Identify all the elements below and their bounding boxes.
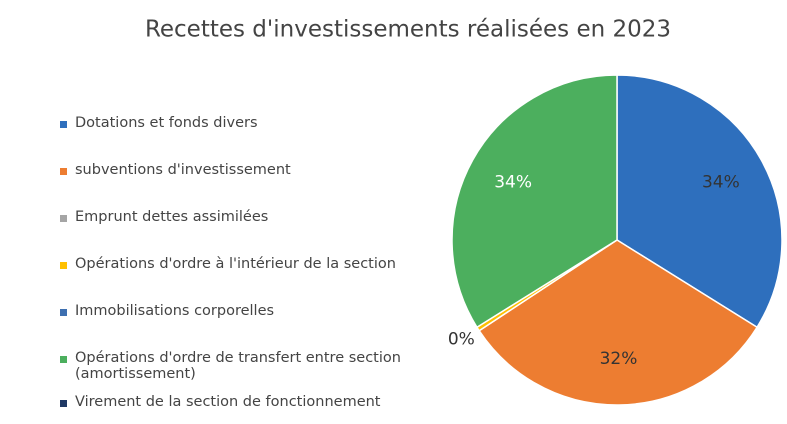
legend-label: Virement de la section de fonctionnement [75,394,381,410]
pie-slice [478,239,759,406]
pie-slice [451,74,618,329]
legend-label: Immobilisations corporelles [75,303,275,319]
legend-item: Opérations d'ordre à l'intérieur de la s… [60,256,450,303]
pie-slice [616,74,783,329]
legend-label: Emprunt dettes assimilées [75,209,269,225]
legend-swatch [60,121,67,128]
legend-swatch [60,262,67,269]
legend-item: Dotations et fonds divers [60,115,450,162]
legend-label: Opérations d'ordre de transfert entre se… [75,350,401,382]
legend-item: Opérations d'ordre de transfert entre se… [60,350,450,394]
data-label: 0% [448,330,475,350]
legend: Dotations et fonds divers subventions d'i… [60,115,450,410]
chart-title: Recettes d'investissements réalisées en … [145,17,671,43]
data-label: 34% [494,172,532,192]
legend-swatch [60,309,67,316]
data-label: 32% [600,349,638,369]
legend-label: Opérations d'ordre à l'intérieur de la s… [75,256,396,272]
data-label: 34% [702,172,740,192]
legend-label: subventions d'investissement [75,162,291,178]
legend-swatch [60,356,67,363]
legend-item: Virement de la section de fonctionnement [60,394,450,410]
legend-swatch [60,400,67,407]
legend-item: subventions d'investissement [60,162,450,209]
legend-swatch [60,215,67,222]
legend-item: Immobilisations corporelles [60,303,450,350]
legend-swatch [60,168,67,175]
legend-item: Emprunt dettes assimilées [60,209,450,256]
legend-label: Dotations et fonds divers [75,115,258,131]
